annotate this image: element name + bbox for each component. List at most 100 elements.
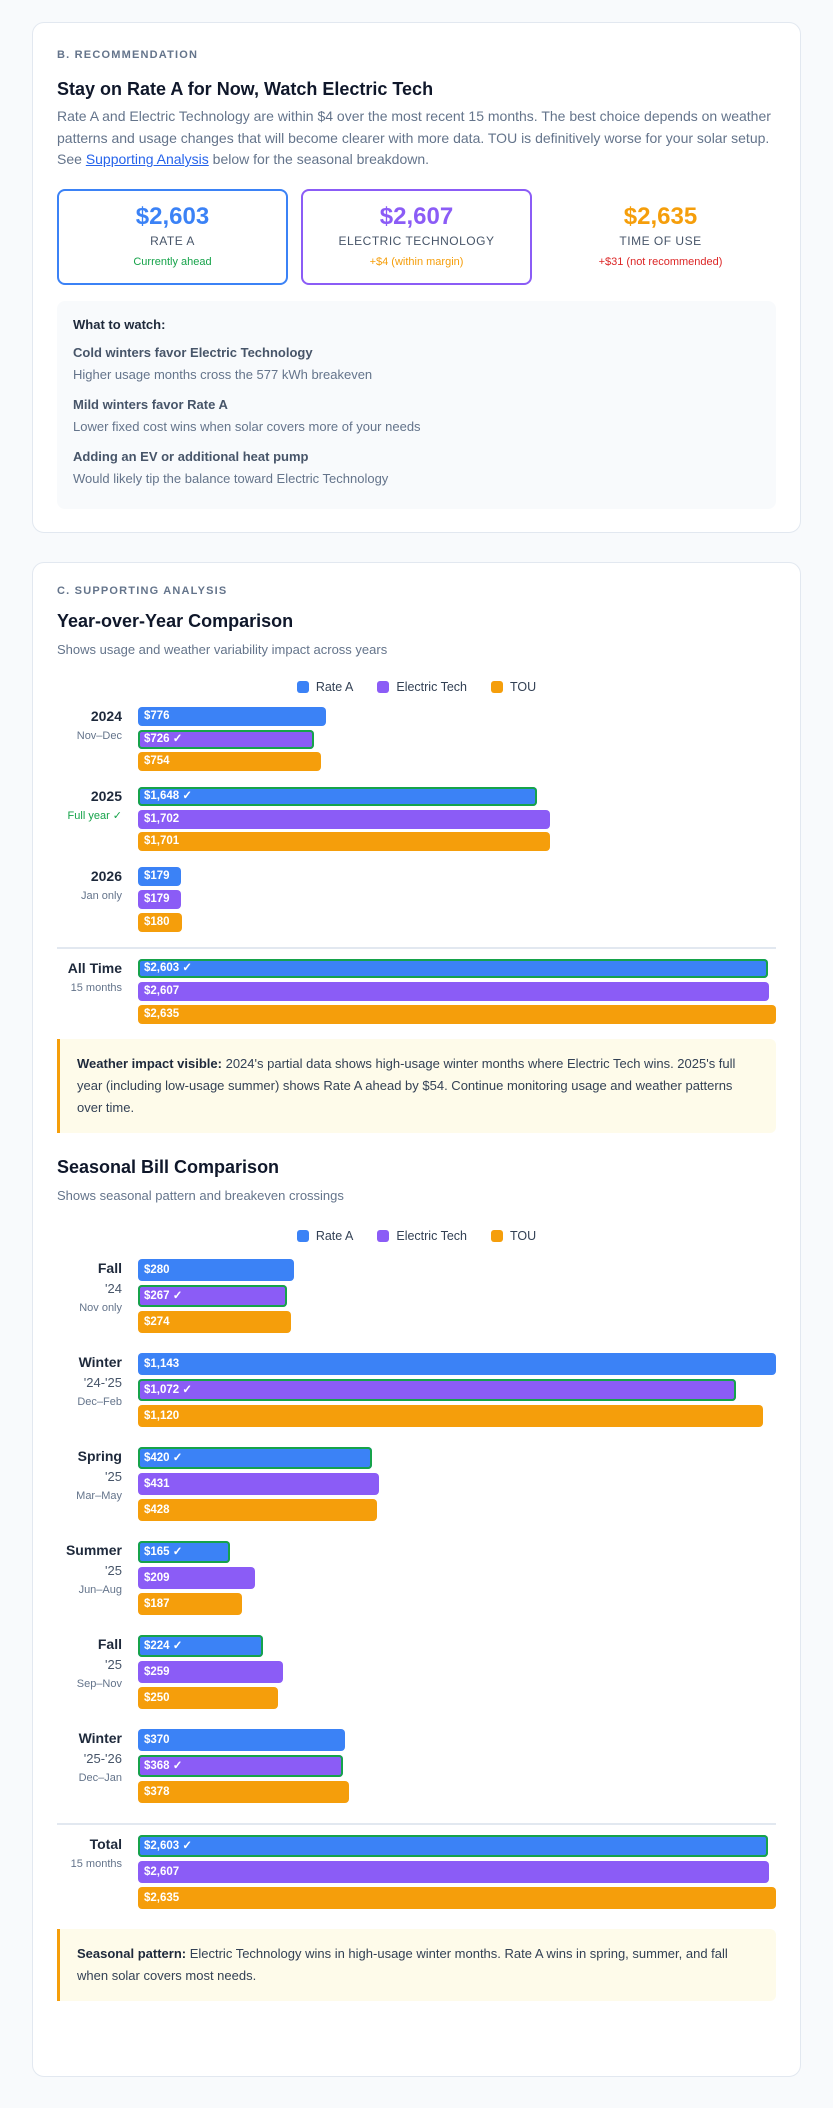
chart-subtitle: Shows usage and weather variability impa… xyxy=(57,642,388,657)
legend-swatch xyxy=(296,681,309,693)
group-label: Summer '25 Jun–Aug xyxy=(57,1541,122,1619)
group-label: Winter '24-'25 Dec–Feb xyxy=(57,1353,122,1431)
group-year: '25 xyxy=(105,1657,122,1673)
bar-rate-a: $370 xyxy=(138,1729,345,1752)
chart-title: Seasonal Bill Comparison xyxy=(57,1157,280,1178)
group-label: Winter '25-'26 Dec–Jan xyxy=(57,1729,122,1807)
divider xyxy=(57,947,776,950)
recommendation-text: Rate A and Electric Technology are withi… xyxy=(57,106,776,171)
legend-item: Electric Tech xyxy=(377,680,467,694)
group-name: Summer xyxy=(65,1542,122,1559)
watch-item-desc: Would likely tip the balance toward Elec… xyxy=(73,470,389,486)
bar-tou: $250 xyxy=(138,1687,278,1710)
bar-tou: $274 xyxy=(138,1311,291,1334)
group-period: Nov only xyxy=(79,1302,122,1315)
option-amount: $2,603 xyxy=(135,202,210,230)
text: below for the seasonal breakdown. xyxy=(208,151,430,167)
bar-stack: $280 $267 ✓ $274 xyxy=(138,1259,776,1337)
seasonal-bar-chart: Fall '24 Nov only $280 $267 ✓ $274 Winter '24-'… xyxy=(57,1259,776,1913)
bar-group: Spring '25 Mar–May $420 ✓ $431 $428 xyxy=(57,1447,776,1525)
bar-electric-tech: $726 ✓ xyxy=(138,729,314,749)
group-name: 2026 xyxy=(90,868,122,885)
bar-electric-tech: $1,702 xyxy=(138,809,551,829)
group-period: Nov–Dec xyxy=(76,730,122,742)
group-name: Fall xyxy=(97,1636,122,1653)
bar-group: Summer '25 Jun–Aug $165 ✓ $209 $187 xyxy=(57,1541,776,1619)
group-name: Fall xyxy=(97,1260,122,1277)
group-period: Full year ✓ xyxy=(67,810,122,823)
legend-item: Rate A xyxy=(296,680,353,694)
callout-text: Electric Technology wins in high-usage w… xyxy=(77,1946,728,1984)
group-name: 2025 xyxy=(90,788,122,805)
watch-item: Adding an EV or additional heat pump Woul… xyxy=(73,446,760,490)
chart-subtitle: Shows seasonal pattern and breakeven cro… xyxy=(57,1188,344,1204)
group-year: '25-'26 xyxy=(83,1751,122,1767)
group-label: Spring '25 Mar–May xyxy=(57,1447,122,1525)
chart-legend: Rate A Electric Tech TOU xyxy=(57,1229,776,1243)
group-period: 15 months xyxy=(70,1858,122,1871)
supporting-analysis-link[interactable]: Supporting Analysis xyxy=(85,151,209,167)
legend-item: Electric Tech xyxy=(377,1229,467,1243)
bar-stack: $420 ✓ $431 $428 xyxy=(138,1447,776,1525)
what-to-watch-panel: What to watch: Cold winters favor Electr… xyxy=(57,300,776,509)
group-year: '25 xyxy=(105,1469,122,1485)
option-time-of-use: $2,635 Time of Use +$31 (not recommended… xyxy=(545,189,776,285)
bar-group: 2024 Nov–Dec $776 $726 ✓ $754 xyxy=(57,707,776,775)
group-label: Fall '25 Sep–Nov xyxy=(57,1635,122,1713)
watch-title: What to watch: xyxy=(73,316,166,332)
bar-electric-tech: $368 ✓ xyxy=(138,1755,344,1778)
supporting-analysis-card: C. Supporting Analysis Year-over-Year Co… xyxy=(32,562,801,2077)
bar-tou: $1,120 xyxy=(138,1405,764,1428)
group-name: Spring xyxy=(77,1448,122,1465)
bar-stack: $165 ✓ $209 $187 xyxy=(138,1541,776,1619)
watch-item: Mild winters favor Rate A Lower fixed cos… xyxy=(73,394,760,438)
legend-label: TOU xyxy=(510,1229,537,1244)
bar-group: Fall '25 Sep–Nov $224 ✓ $259 $250 xyxy=(57,1635,776,1713)
bar-stack: $1,648 ✓ $1,702 $1,701 xyxy=(138,787,776,855)
bar-stack: $2,603 ✓ $2,607 $2,635 xyxy=(138,959,776,1027)
rate-options: $2,603 Rate A Currently ahead $2,607 Ele… xyxy=(57,188,776,285)
legend-swatch xyxy=(296,1230,309,1243)
bar-rate-a: $165 ✓ xyxy=(138,1541,231,1564)
bar-tou: $1,701 xyxy=(138,832,550,852)
bar-stack: $1,143 $1,072 ✓ $1,120 xyxy=(138,1353,776,1431)
chart-legend: Rate A Electric Tech TOU xyxy=(57,680,776,694)
bar-electric-tech: $209 xyxy=(138,1567,255,1590)
bar-rate-a: $420 ✓ xyxy=(138,1447,373,1470)
bar-tou: $754 xyxy=(138,752,321,772)
legend-swatch xyxy=(491,681,503,693)
group-name: Total xyxy=(89,1836,122,1853)
bar-tou: $2,635 xyxy=(138,1004,776,1024)
bar-group: Fall '24 Nov only $280 $267 ✓ $274 xyxy=(57,1259,776,1337)
option-rate-a: $2,603 Rate A Currently ahead xyxy=(57,188,288,285)
bar-tou: $2,635 xyxy=(138,1887,776,1910)
group-name: All Time xyxy=(67,960,122,977)
group-year: '24-'25 xyxy=(83,1375,122,1391)
bar-group: Winter '25-'26 Dec–Jan $370 $368 ✓ $378 xyxy=(57,1729,776,1807)
bar-stack: $224 ✓ $259 $250 xyxy=(138,1635,776,1713)
legend-label: Electric Tech xyxy=(396,680,467,694)
watch-item-title: Cold winters favor Electric Technology xyxy=(73,344,313,360)
group-name: Winter xyxy=(78,1730,122,1747)
group-period: Dec–Jan xyxy=(78,1772,122,1785)
legend-swatch xyxy=(377,1230,390,1243)
group-year: '24 xyxy=(105,1281,122,1297)
bar-electric-tech: $2,607 xyxy=(138,1861,770,1884)
bar-rate-a: $179 xyxy=(138,867,182,887)
legend-label: Rate A xyxy=(315,1229,354,1244)
legend-item: TOU xyxy=(491,680,536,694)
bar-rate-a: $224 ✓ xyxy=(138,1635,264,1658)
watch-item-title: Mild winters favor Rate A xyxy=(73,396,228,412)
option-label: Time of Use xyxy=(619,233,702,248)
bar-group: 2026 Jan only $179 $179 $180 xyxy=(57,867,776,935)
option-note: +$31 (not recommended) xyxy=(598,255,723,268)
watch-item-desc: Lower fixed cost wins when solar covers … xyxy=(73,418,421,434)
divider xyxy=(57,1823,776,1826)
legend-swatch xyxy=(377,681,390,693)
watch-item-desc: Higher usage months cross the 577 kWh br… xyxy=(73,366,373,382)
total-bar-group: All Time 15 months $2,603 ✓ $2,607 $2,635 xyxy=(57,959,776,1027)
group-label: Total 15 months xyxy=(57,1835,122,1913)
bar-rate-a: $1,648 ✓ xyxy=(138,787,538,807)
bar-rate-a: $1,143 xyxy=(138,1353,776,1376)
option-amount: $2,635 xyxy=(623,202,698,230)
